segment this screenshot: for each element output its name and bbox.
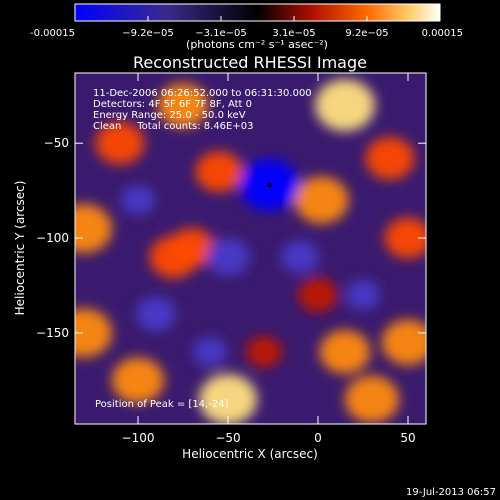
emission-blobs [75, 79, 426, 424]
positive-blob [199, 374, 257, 424]
negative-blob [206, 238, 250, 276]
positive-blob [298, 277, 338, 313]
colorbar-tick-label: 3.1e−05 [272, 28, 315, 39]
y-tick-label: −150 [36, 326, 69, 340]
footer-date: 19-Jul-2013 06:57 [406, 487, 496, 498]
x-tick-label: −50 [215, 431, 240, 445]
positive-blob [319, 329, 371, 374]
positive-blob [365, 137, 415, 180]
annotation-energy-range: Energy Range: 25.0 - 50.0 keV [93, 110, 246, 121]
y-axis-label: Heliocentric Y (arcsec) [13, 181, 27, 316]
colorbar-tick-label: −3.1e−05 [195, 28, 247, 39]
colorbar-tick-label: -0.00015 [30, 28, 75, 39]
positive-blob [315, 79, 375, 132]
positive-blob [246, 336, 282, 368]
plot-frame [74, 72, 427, 425]
y-tick-label: −50 [44, 136, 69, 150]
negative-blob [281, 240, 319, 274]
peak-marker [267, 182, 272, 187]
colorbar-tick-label: 0.00015 [422, 28, 463, 39]
y-tick-label: −100 [36, 231, 69, 245]
colorbar-tick-label: 9.2e−05 [345, 28, 388, 39]
negative-blob [120, 185, 156, 215]
positive-blob [111, 357, 165, 404]
positive-blob [75, 204, 113, 253]
colorbar-unit: (photons cm⁻² s⁻¹ asec⁻²) [186, 38, 328, 51]
positive-blob [344, 375, 400, 423]
x-axis-label: Heliocentric X (arcsec) [182, 447, 318, 461]
positive-blob [381, 319, 426, 366]
positive-blob [294, 176, 349, 224]
x-axis-ticks: −100 −50 0 50 [122, 73, 416, 445]
colorbar-tick-label: −9.2e−05 [122, 28, 174, 39]
positive-blob [157, 83, 209, 128]
chart-title: Reconstructed RHESSI Image [133, 53, 367, 72]
plot-area [75, 73, 426, 424]
positive-blob [149, 235, 199, 279]
positive-blob [384, 217, 426, 259]
annotation-time-range: 11-Dec-2006 06:26:52.000 to 06:31:30.000 [93, 88, 312, 99]
negative-blob [345, 280, 381, 310]
negative-blob [192, 337, 228, 367]
colorbar-ticks: -0.00015 −9.2e−05 −3.1e−05 3.1e−05 9.2e−05 0.… [30, 16, 463, 39]
positive-blob [195, 151, 243, 193]
x-tick-label: 50 [400, 431, 415, 445]
positive-blob [95, 122, 145, 165]
annotation-clean-counts: Clean Total counts: 8.46E+03 [93, 121, 253, 132]
peak-position-label: Position of Peak = [14,-24] [95, 399, 229, 410]
annotation-detectors: Detectors: 4F 5F 6F 7F 8F, Att 0 [93, 99, 252, 110]
y-axis-ticks: −50 −100 −150 [36, 136, 426, 340]
x-tick-label: 0 [314, 431, 322, 445]
negative-blob [136, 296, 176, 332]
colorbar [74, 3, 441, 22]
x-tick-label: −100 [122, 431, 155, 445]
positive-blob [75, 308, 113, 358]
